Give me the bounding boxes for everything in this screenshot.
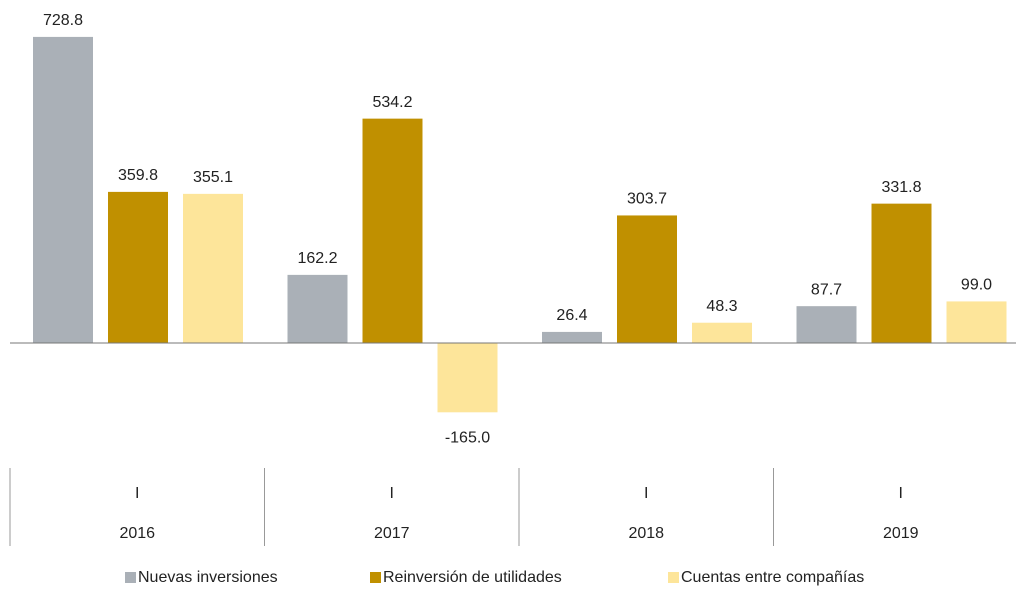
x-tick-label: I — [135, 485, 139, 502]
bar — [183, 193, 243, 343]
bar — [796, 306, 857, 343]
bar — [108, 191, 168, 343]
bar — [287, 274, 348, 343]
legend-swatch — [370, 572, 381, 583]
x-group-label: 2018 — [628, 525, 664, 542]
legend-swatch — [125, 572, 136, 583]
legend-label: Reinversión de utilidades — [383, 569, 562, 586]
data-label: 355.1 — [193, 169, 233, 186]
data-label: 162.2 — [297, 250, 337, 267]
bar — [617, 215, 677, 343]
bar — [692, 322, 752, 343]
data-label: 728.8 — [43, 12, 83, 29]
legend-label: Nuevas inversiones — [138, 569, 278, 586]
data-label: 87.7 — [811, 281, 842, 298]
data-label: 303.7 — [627, 191, 667, 208]
data-label: 534.2 — [372, 94, 412, 111]
data-label: 359.8 — [118, 167, 158, 184]
x-group-label: 2019 — [883, 525, 919, 542]
bar — [542, 331, 602, 343]
data-label: 48.3 — [706, 298, 737, 315]
data-label: 99.0 — [961, 277, 992, 294]
bar — [33, 36, 93, 344]
data-label: 331.8 — [881, 179, 921, 196]
x-tick-label: I — [644, 485, 648, 502]
x-group-label: 2017 — [374, 525, 410, 542]
bar — [362, 118, 423, 343]
bar — [946, 301, 1007, 343]
x-tick-label: I — [899, 485, 903, 502]
bar — [437, 343, 498, 413]
legend-swatch — [668, 572, 679, 583]
data-label: 26.4 — [556, 307, 587, 324]
data-label: -165.0 — [445, 430, 490, 447]
legend-label: Cuentas entre compañías — [681, 569, 864, 586]
x-group-label: 2016 — [119, 525, 155, 542]
x-tick-label: I — [390, 485, 394, 502]
bar — [871, 203, 932, 343]
